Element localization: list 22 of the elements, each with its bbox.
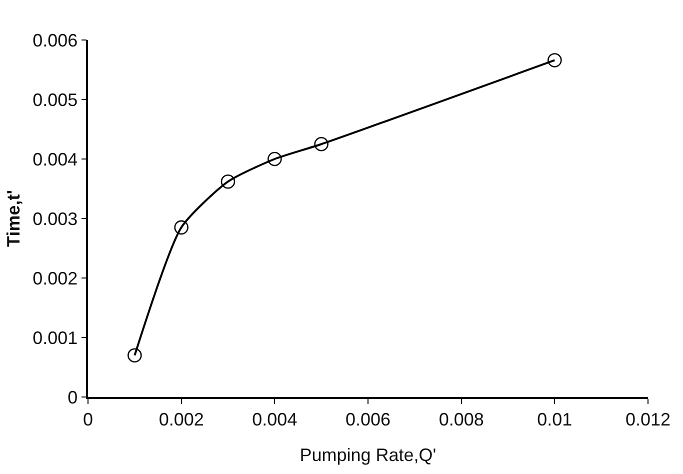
- y-tick-label: 0.001: [32, 328, 78, 348]
- point: [128, 348, 142, 362]
- y-tick-label: 0.006: [32, 30, 78, 50]
- x-tick-label: 0.002: [158, 409, 204, 430]
- point: [174, 220, 188, 235]
- x-tick-label: 0.008: [438, 409, 484, 430]
- point: [314, 136, 328, 152]
- point: [548, 53, 562, 68]
- y-tick-label: 0: [68, 387, 78, 408]
- y-tick-label: 0.005: [32, 90, 78, 110]
- x-tick-label: 0.01: [537, 409, 572, 430]
- y-axis-title: Time,t': [3, 190, 24, 247]
- point: [220, 174, 236, 189]
- y-tick-label: 0.004: [32, 149, 78, 170]
- x-tick-label: 0.004: [252, 409, 298, 430]
- x-tick-label: 0.006: [345, 409, 391, 430]
- x-tick-label: 0.012: [625, 409, 671, 430]
- y-tick-label: 0.002: [32, 268, 78, 288]
- point: [268, 152, 282, 166]
- x-axis-title: Pumping Rate,Q': [300, 444, 436, 465]
- y-tick-label: 0.003: [32, 208, 78, 229]
- x-tick-label: 0: [82, 409, 94, 430]
